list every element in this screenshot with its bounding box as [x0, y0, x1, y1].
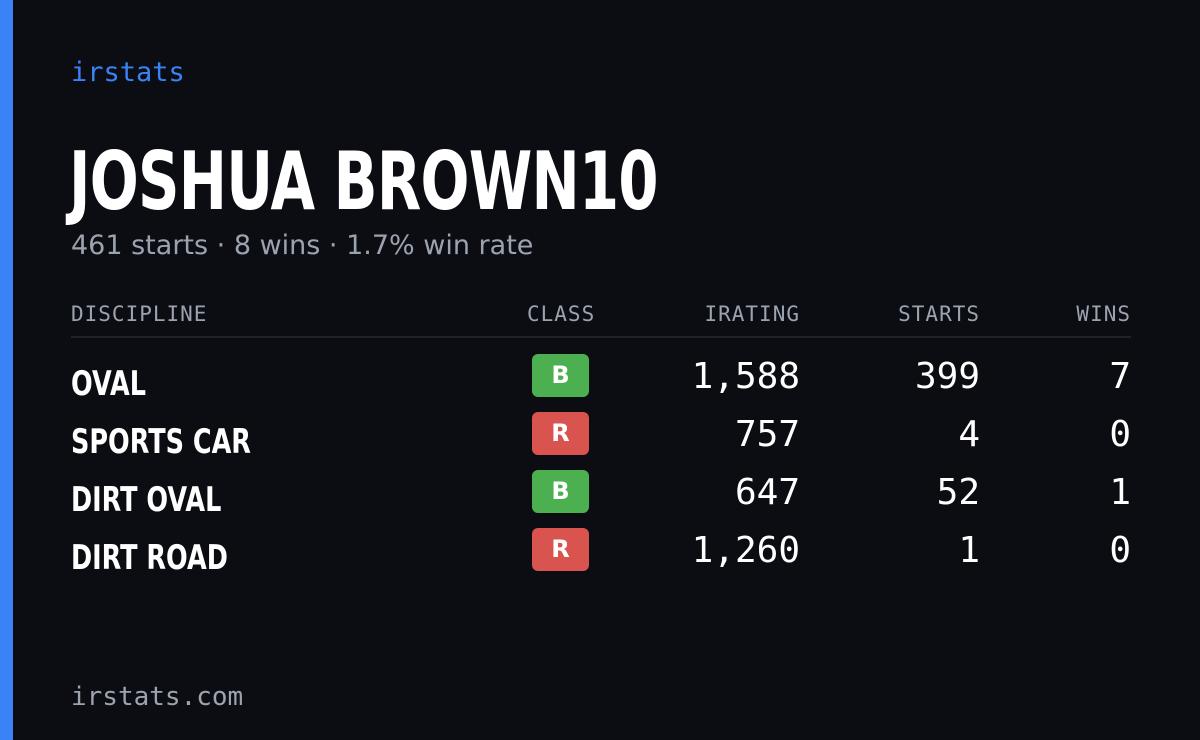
discipline-name: OVAL [71, 364, 146, 404]
stats-table: DISCIPLINE CLASS IRATING STARTS WINS OVA… [71, 298, 1131, 586]
header-starts: STARTS [898, 302, 980, 326]
table-row: DIRT ROAD R 1,260 1 0 [71, 528, 1131, 586]
starts-value: 1 [958, 530, 980, 571]
footer-domain: irstats.com [71, 682, 244, 712]
header-irating: IRATING [704, 302, 800, 326]
table-header: DISCIPLINE CLASS IRATING STARTS WINS [71, 298, 1131, 338]
wins-value: 0 [1109, 414, 1131, 455]
class-badge: R [532, 412, 589, 455]
table-row: DIRT OVAL B 647 52 1 [71, 470, 1131, 528]
header-wins: WINS [1076, 302, 1131, 326]
table-row: SPORTS CAR R 757 4 0 [71, 412, 1131, 470]
header-class: CLASS [527, 302, 596, 326]
table-row: OVAL B 1,588 399 7 [71, 354, 1131, 412]
irating-value: 1,588 [691, 356, 800, 397]
discipline-name: SPORTS CAR [71, 422, 251, 462]
player-summary: 461 starts · 8 wins · 1.7% win rate [71, 230, 534, 261]
starts-value: 4 [958, 414, 980, 455]
discipline-name: DIRT ROAD [71, 538, 228, 578]
wins-value: 1 [1109, 472, 1131, 513]
header-discipline: DISCIPLINE [71, 302, 208, 326]
irating-value: 1,260 [691, 530, 800, 571]
class-badge: R [532, 528, 589, 571]
discipline-name: DIRT OVAL [71, 480, 222, 520]
wins-value: 7 [1109, 356, 1131, 397]
irating-value: 757 [734, 414, 800, 455]
player-name: JOSHUA BROWN10 [69, 135, 658, 228]
starts-value: 52 [936, 472, 980, 513]
class-badge: B [532, 354, 589, 397]
class-badge: B [532, 470, 589, 513]
starts-value: 399 [914, 356, 980, 397]
brand-logo: irstats [71, 57, 185, 88]
wins-value: 0 [1109, 530, 1131, 571]
irating-value: 647 [734, 472, 800, 513]
accent-bar [0, 0, 13, 740]
